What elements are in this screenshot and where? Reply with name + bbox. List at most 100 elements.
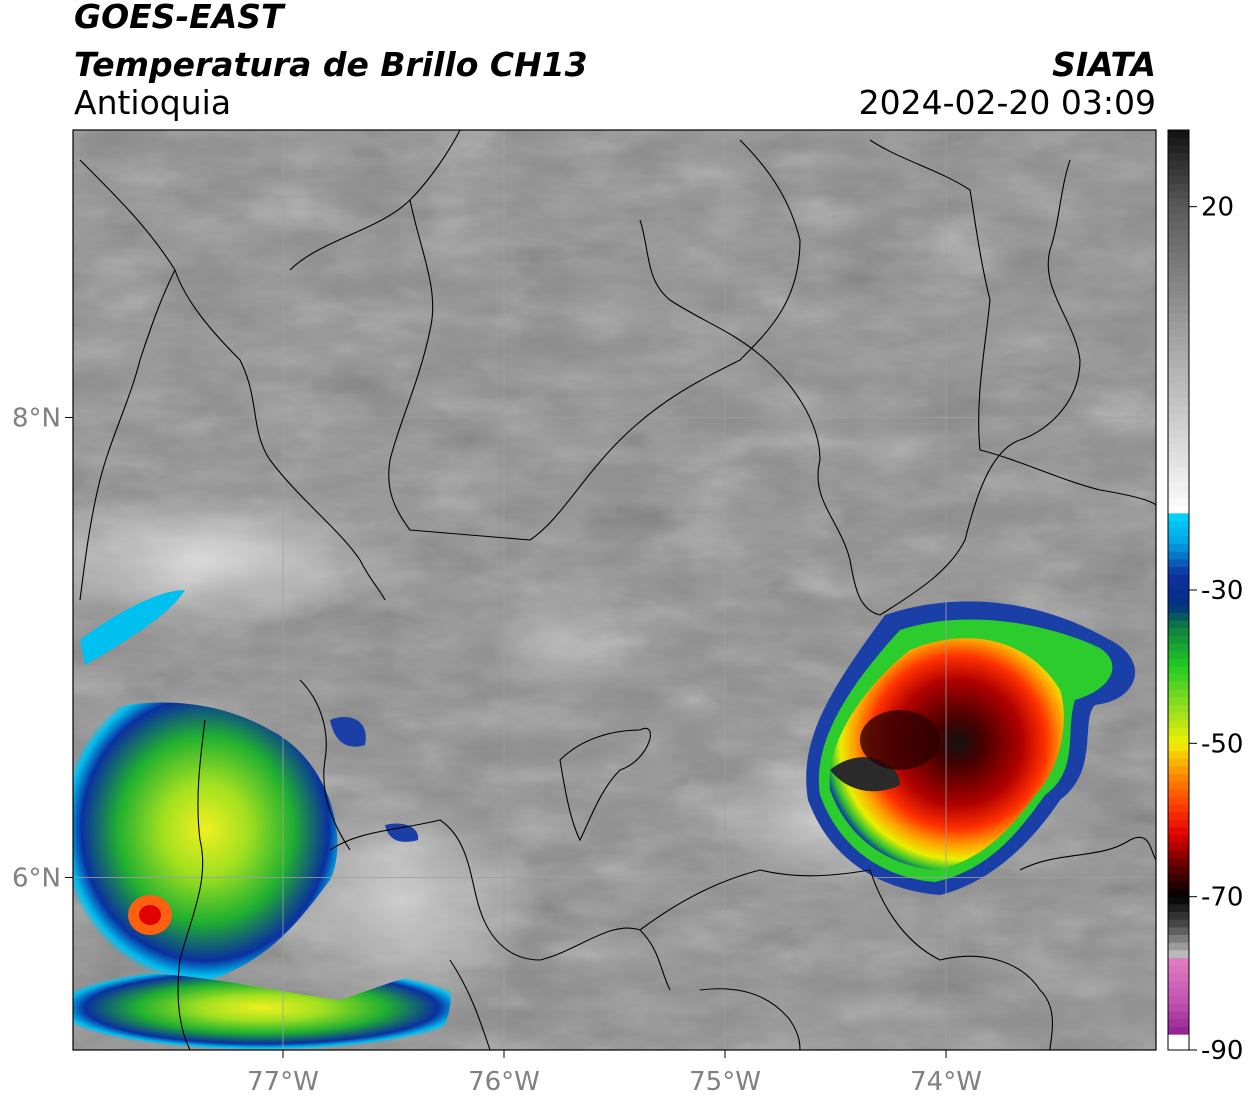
colorbar-stripe [1168, 712, 1189, 721]
gridlines [73, 130, 1156, 1050]
colorbar-stripe [1168, 843, 1189, 852]
colorbar: 20 -30 -50 -70 -90 [1167, 129, 1243, 1066]
colorbar-stripe [1168, 452, 1189, 461]
colorbar-stripe [1168, 352, 1189, 361]
colorbar-stripe [1168, 459, 1189, 468]
colorbar-stripe [1168, 781, 1189, 790]
lon-tick-label: 77°W [247, 1067, 319, 1097]
colorbar-stripe [1168, 643, 1189, 652]
lon-tick-label: 74°W [910, 1067, 982, 1097]
colorbar-stripe [1168, 222, 1189, 231]
colorbar-stripe [1168, 996, 1189, 1005]
map-frame [72, 129, 1157, 1051]
colorbar-stripe [1168, 873, 1189, 882]
colorbar-stripe [1168, 835, 1189, 844]
colorbar-stripe [1168, 720, 1189, 729]
colorbar-stripe [1168, 1019, 1189, 1028]
colorbar-stripe [1168, 766, 1189, 775]
colorbar-stripe [1168, 183, 1189, 192]
colorbar-stripe [1168, 536, 1189, 545]
colorbar-stripe [1168, 298, 1189, 307]
colorbar-stripe [1168, 544, 1189, 553]
colorbar-stripe [1168, 1004, 1189, 1013]
colorbar-stripe [1168, 774, 1189, 783]
lon-tick-label: 75°W [689, 1067, 761, 1097]
colorbar-stripe [1168, 597, 1189, 606]
colorbar-stripe [1168, 406, 1189, 415]
colorbar-stripe [1168, 444, 1189, 453]
colorbar-tick-label: -30 [1201, 576, 1243, 606]
colorbar-stripe [1168, 935, 1189, 944]
colorbar-stripe [1168, 728, 1189, 737]
colorbar-ticks: 20 -30 -50 -70 -90 [1189, 193, 1243, 1066]
colorbar-stripe [1168, 866, 1189, 875]
colorbar-stripe [1168, 850, 1189, 859]
storm-east [806, 601, 1136, 895]
colorbar-stripe [1168, 237, 1189, 246]
colorbar-stripe [1168, 275, 1189, 284]
colorbar-stripe [1168, 291, 1189, 300]
colorbar-stripe [1168, 682, 1189, 691]
lat-tick-labels: 8°N 6°N [12, 404, 73, 894]
colorbar-stripe [1168, 735, 1189, 744]
colorbar-stripe [1168, 1034, 1189, 1043]
colorbar-stripe [1168, 919, 1189, 928]
colorbar-stripe [1168, 145, 1189, 154]
map-area [73, 130, 1156, 1050]
colorbar-stripe [1168, 283, 1189, 292]
colorbar-stripe [1168, 344, 1189, 353]
colorbar-tick-label: -70 [1201, 883, 1243, 913]
colorbar-stripe [1168, 306, 1189, 315]
colorbar-stripe [1168, 130, 1189, 139]
colorbar-stripe [1168, 988, 1189, 997]
colorbar-stripe [1168, 567, 1189, 576]
colorbar-stripe [1168, 674, 1189, 683]
colorbar-stripe [1168, 390, 1189, 399]
borders [79, 130, 1156, 1050]
colorbar-stripe [1168, 206, 1189, 215]
colorbar-tick-label: -50 [1201, 729, 1243, 759]
colorbar-stripe [1168, 743, 1189, 752]
colorbar-stripe [1168, 613, 1189, 622]
colorbar-stripe [1168, 1042, 1189, 1051]
colorbar-stripe [1168, 827, 1189, 836]
colorbar-stripe [1168, 1011, 1189, 1020]
colorbar-stripe [1168, 797, 1189, 806]
colorbar-stripe [1168, 360, 1189, 369]
colorbar-stripe [1168, 160, 1189, 169]
colorbar-stripe [1168, 858, 1189, 867]
colorbar-stripe [1168, 429, 1189, 438]
product-title: Temperatura de Brillo CH13 [74, 45, 588, 84]
colorbar-stripe [1168, 881, 1189, 890]
colorbar-stripe [1168, 367, 1189, 376]
colorbar-stripe [1168, 689, 1189, 698]
colorbar-stripe [1168, 950, 1189, 959]
colorbar-stripe [1168, 804, 1189, 813]
colorbar-stripe [1168, 559, 1189, 568]
colorbar-stripe [1168, 965, 1189, 974]
colorbar-stripe [1168, 337, 1189, 346]
colorbar-stripe [1168, 636, 1189, 645]
colorbar-stripe [1168, 168, 1189, 177]
colorbar-stripe [1168, 942, 1189, 951]
colorbar-tick-label: 20 [1201, 193, 1234, 223]
colorbar-stripe [1168, 214, 1189, 223]
colorbar-stripe [1168, 199, 1189, 208]
colorbar-stripe [1168, 245, 1189, 254]
colorbar-stripe [1168, 812, 1189, 821]
colorbar-stripe [1168, 666, 1189, 675]
colorbar-stripe [1168, 528, 1189, 537]
colorbar-tick-label: -90 [1201, 1036, 1243, 1066]
colorbar-stripe [1168, 789, 1189, 798]
colorbar-stripe [1168, 176, 1189, 185]
colorbar-stripe [1168, 191, 1189, 200]
colorbar-stripe [1168, 628, 1189, 637]
colorbar-stripe [1168, 590, 1189, 599]
storm-west [73, 590, 451, 1050]
colorbar-stripe [1168, 659, 1189, 668]
lon-tick-labels: 77°W 76°W 75°W 74°W [247, 1050, 982, 1097]
colorbar-stripe [1168, 889, 1189, 898]
colorbar-stripe [1168, 513, 1189, 522]
colorbar-stripe [1168, 620, 1189, 629]
